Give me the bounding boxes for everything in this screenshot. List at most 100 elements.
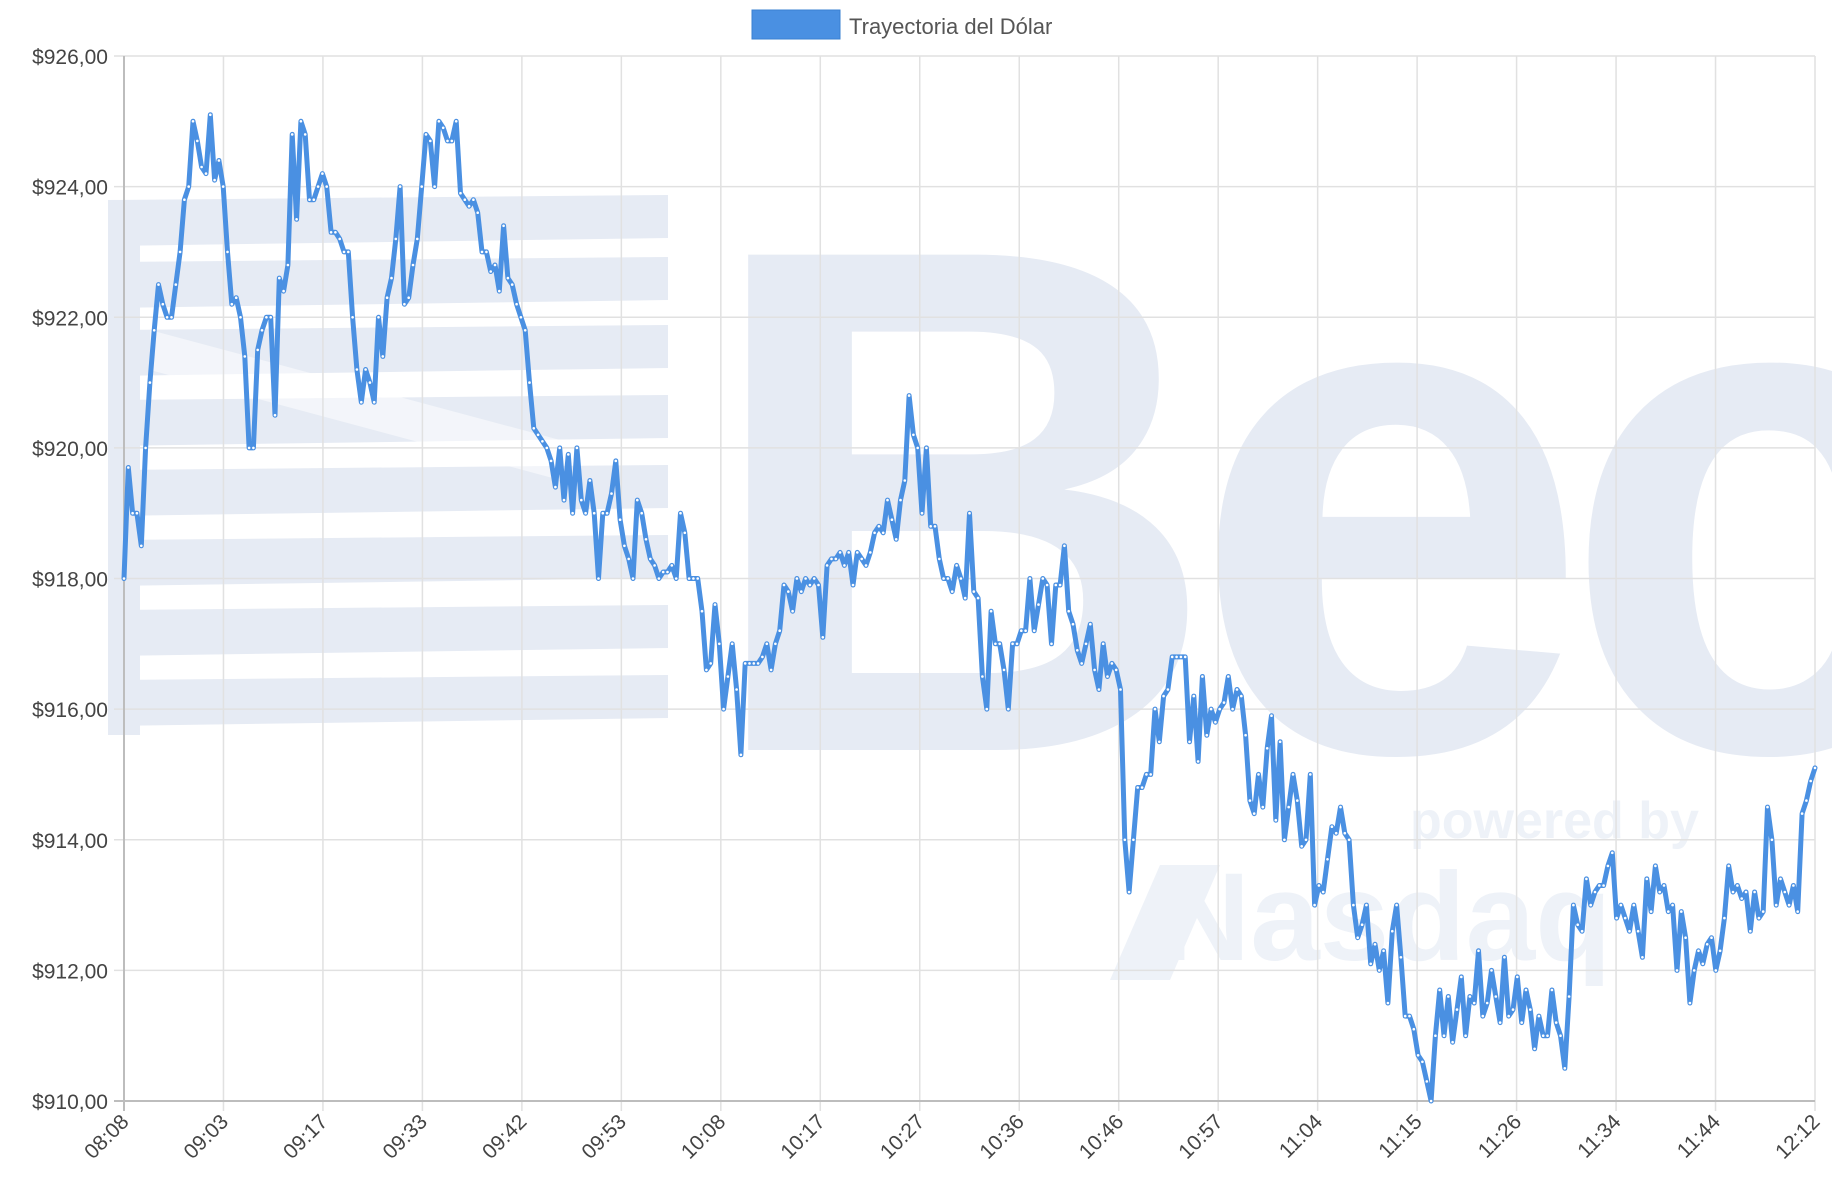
data-point[interactable]	[372, 400, 376, 404]
data-point[interactable]	[135, 511, 139, 515]
data-point[interactable]	[1749, 929, 1752, 933]
data-point[interactable]	[631, 577, 635, 580]
data-point[interactable]	[1757, 916, 1761, 920]
data-point[interactable]	[1468, 995, 1472, 998]
data-point[interactable]	[1550, 988, 1554, 992]
data-point[interactable]	[381, 355, 385, 358]
data-point[interactable]	[260, 329, 264, 332]
data-point[interactable]	[217, 159, 221, 162]
data-point[interactable]	[1761, 910, 1765, 913]
data-point[interactable]	[165, 316, 169, 319]
data-point[interactable]	[1511, 1008, 1515, 1011]
data-point[interactable]	[1188, 740, 1191, 744]
data-point[interactable]	[778, 629, 781, 632]
data-point[interactable]	[1179, 655, 1183, 659]
data-point[interactable]	[510, 283, 514, 286]
data-point[interactable]	[946, 577, 950, 580]
data-point[interactable]	[627, 557, 630, 561]
data-point[interactable]	[1158, 740, 1161, 744]
data-point[interactable]	[1451, 1040, 1454, 1044]
data-point[interactable]	[1313, 903, 1316, 907]
data-point[interactable]	[1438, 988, 1441, 992]
data-point[interactable]	[618, 518, 622, 521]
data-point[interactable]	[213, 178, 216, 182]
data-point[interactable]	[161, 302, 165, 306]
data-point[interactable]	[209, 113, 212, 117]
data-point[interactable]	[709, 662, 712, 665]
data-point[interactable]	[1628, 929, 1631, 933]
data-point[interactable]	[1541, 1034, 1545, 1037]
data-point[interactable]	[377, 316, 380, 319]
data-point[interactable]	[355, 368, 359, 371]
data-point[interactable]	[325, 185, 329, 188]
data-point[interactable]	[1007, 707, 1010, 711]
data-point[interactable]	[1252, 812, 1256, 815]
data-point[interactable]	[541, 440, 544, 443]
data-point[interactable]	[1671, 903, 1674, 907]
data-point[interactable]	[567, 453, 570, 456]
data-point[interactable]	[196, 139, 199, 143]
data-point[interactable]	[1697, 949, 1700, 953]
data-point[interactable]	[1645, 877, 1649, 881]
data-point[interactable]	[1149, 773, 1152, 776]
data-point[interactable]	[1214, 720, 1217, 724]
data-point[interactable]	[873, 531, 876, 535]
data-point[interactable]	[1559, 1034, 1562, 1037]
data-point[interactable]	[174, 283, 178, 286]
data-point[interactable]	[295, 218, 298, 221]
legend[interactable]: Trayectoria del Dólar	[751, 9, 1052, 40]
data-point[interactable]	[1321, 890, 1325, 894]
data-point[interactable]	[178, 250, 182, 254]
data-point[interactable]	[252, 446, 255, 450]
data-point[interactable]	[459, 191, 462, 195]
data-point[interactable]	[532, 427, 536, 430]
data-point[interactable]	[808, 583, 812, 587]
data-point[interactable]	[394, 237, 398, 241]
data-point[interactable]	[614, 459, 618, 463]
data-point[interactable]	[1127, 890, 1131, 894]
data-point[interactable]	[351, 316, 354, 319]
data-point[interactable]	[666, 570, 669, 574]
data-point[interactable]	[1093, 668, 1096, 672]
data-point[interactable]	[1119, 688, 1122, 691]
data-point[interactable]	[1231, 707, 1234, 711]
data-point[interactable]	[1326, 858, 1329, 861]
data-point[interactable]	[1498, 1021, 1502, 1024]
data-point[interactable]	[144, 446, 147, 450]
data-point[interactable]	[256, 348, 260, 352]
data-point[interactable]	[1421, 1060, 1424, 1064]
data-point[interactable]	[1774, 903, 1778, 907]
data-point[interactable]	[433, 185, 436, 188]
data-point[interactable]	[929, 525, 932, 528]
data-point[interactable]	[1162, 694, 1165, 698]
data-point[interactable]	[1339, 805, 1342, 809]
data-point[interactable]	[1641, 956, 1644, 959]
data-point[interactable]	[290, 133, 294, 136]
data-point[interactable]	[278, 276, 281, 280]
data-point[interactable]	[1684, 936, 1687, 939]
data-point[interactable]	[588, 479, 592, 482]
data-point[interactable]	[692, 577, 695, 580]
data-point[interactable]	[1429, 1099, 1433, 1103]
data-point[interactable]	[1787, 903, 1791, 907]
data-point[interactable]	[360, 400, 363, 404]
data-point[interactable]	[700, 609, 704, 613]
data-point[interactable]	[1183, 655, 1187, 659]
data-point[interactable]	[1201, 675, 1204, 678]
data-point[interactable]	[649, 557, 652, 561]
data-point[interactable]	[1257, 773, 1260, 776]
data-point[interactable]	[1494, 995, 1498, 998]
data-point[interactable]	[726, 675, 730, 678]
data-point[interactable]	[782, 583, 786, 587]
data-point[interactable]	[1391, 929, 1394, 933]
data-point[interactable]	[903, 479, 907, 482]
data-point[interactable]	[424, 133, 428, 136]
data-point[interactable]	[200, 165, 203, 169]
data-point[interactable]	[584, 511, 587, 515]
data-point[interactable]	[679, 511, 682, 515]
data-point[interactable]	[907, 394, 911, 397]
data-point[interactable]	[1032, 629, 1036, 632]
data-point[interactable]	[825, 564, 829, 567]
data-point[interactable]	[1045, 583, 1049, 587]
data-point[interactable]	[1723, 916, 1726, 920]
